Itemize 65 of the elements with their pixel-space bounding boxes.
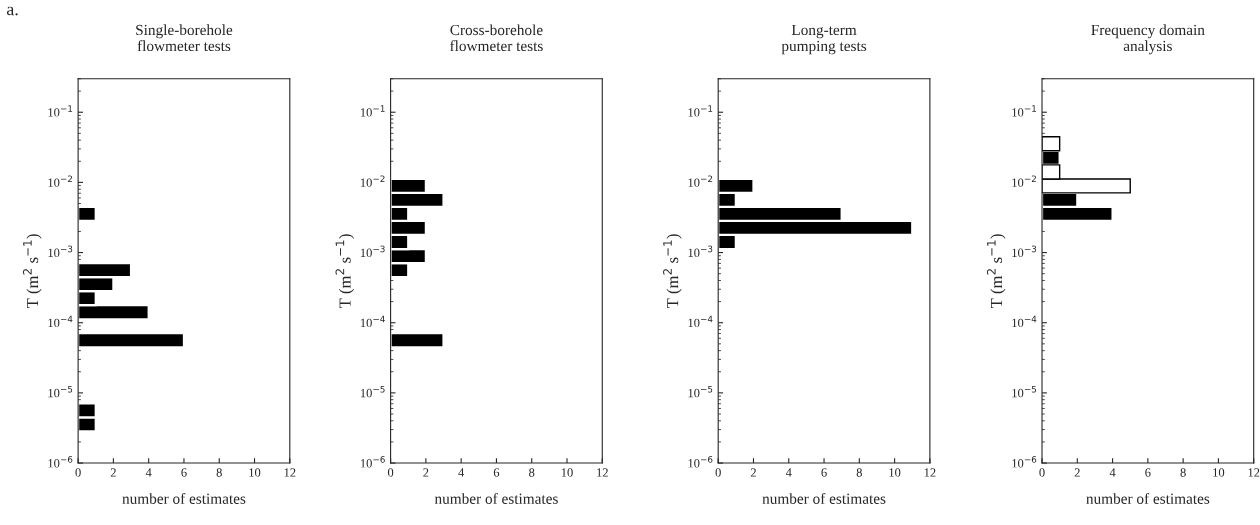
x-tick-label: 8: [1180, 468, 1186, 477]
y-tick-label: 10$^{−4}$: [688, 315, 713, 328]
y-tick-label: 10$^{−2}$: [688, 175, 713, 187]
x-tick-label: 8: [529, 468, 535, 477]
x-tick-label: 6: [181, 468, 187, 477]
x-tick-label: 2: [750, 468, 756, 477]
x-tick-label: 0: [387, 468, 394, 477]
y-tick-label: 10$^{−4}$: [1012, 315, 1037, 328]
x-tick-label: 4: [145, 468, 152, 477]
y-tick-label: 10$^{−2}$: [1012, 175, 1036, 187]
y-tick-label: 10$^{−6}$: [360, 456, 385, 468]
x-tick-label: 2: [423, 468, 429, 477]
x-tick-label: 8: [856, 468, 862, 477]
y-tick-label: 10$^{−4}$: [360, 315, 385, 328]
x-axis-title: number of estimates: [762, 492, 886, 504]
y-tick-label: 10$^{−6}$: [48, 456, 73, 468]
y-tick-label: 10$^{−1}$: [688, 105, 713, 117]
y-axis-title: T (m$^{2}$ s$^{−1}$): [663, 234, 682, 309]
y-tick-label: 10$^{−4}$: [48, 315, 73, 328]
chart-title: Frequency domain analysis: [1091, 24, 1205, 55]
x-tick-label: 12: [1248, 468, 1260, 477]
x-tick-label: 4: [1109, 468, 1116, 477]
y-axis-title: T (m$^{2}$ s$^{−1}$): [335, 234, 355, 309]
y-tick-label: 10$^{−5}$: [688, 385, 713, 398]
x-tick-label: 12: [924, 468, 936, 477]
y-tick-label: 10$^{−3}$: [1012, 245, 1037, 257]
y-tick-label: 10$^{−6}$: [688, 456, 713, 468]
x-tick-label: 6: [821, 468, 827, 477]
x-tick-label: 0: [715, 468, 721, 477]
y-tick-label: 10$^{−3}$: [360, 245, 385, 257]
y-tick-label: 10$^{−3}$: [48, 245, 73, 257]
x-tick-label: 12: [284, 468, 296, 477]
y-tick-label: 10$^{−5}$: [1012, 385, 1037, 398]
text: a.: [6, 6, 18, 16]
x-axis-title: number of estimates: [1086, 492, 1210, 504]
y-tick-label: 10$^{−3}$: [688, 245, 713, 257]
y-tick-label: 10$^{−1}$: [48, 105, 73, 117]
x-tick-label: 10: [561, 468, 573, 477]
chart-title: Long-term pumping tests: [781, 24, 867, 55]
x-tick-label: 4: [458, 468, 465, 477]
x-tick-label: 2: [110, 468, 116, 477]
x-tick-label: 4: [785, 468, 792, 477]
y-tick-label: 10$^{−2}$: [48, 175, 73, 187]
x-axis-title: number of estimates: [434, 492, 558, 504]
x-tick-label: 2: [1074, 468, 1080, 477]
x-tick-label: 6: [493, 468, 500, 477]
y-tick-label: 10$^{−6}$: [1012, 456, 1037, 468]
y-axis-title: T (m$^{2}$ s$^{−1}$): [23, 234, 42, 309]
x-tick-label: 10: [889, 468, 901, 477]
x-tick-label: 6: [1145, 468, 1151, 477]
y-tick-label: 10$^{−2}$: [360, 175, 385, 187]
y-tick-label: 10$^{−1}$: [360, 105, 385, 117]
chart-title: Single-borehole flowmeter tests: [136, 24, 233, 52]
y-axis-title: T (m$^{2}$ s$^{−1}$): [986, 234, 1006, 309]
x-tick-label: 0: [75, 468, 81, 477]
y-tick-label: 10$^{−1}$: [1012, 105, 1036, 117]
x-tick-label: 0: [1039, 468, 1045, 477]
x-tick-label: 10: [1213, 468, 1225, 477]
y-tick-label: 10$^{−5}$: [360, 385, 385, 398]
x-tick-label: 8: [216, 468, 222, 477]
x-tick-label: 10: [249, 468, 261, 477]
x-axis-title: number of estimates: [122, 492, 246, 504]
x-tick-label: 12: [597, 468, 608, 477]
y-tick-label: 10$^{−5}$: [48, 385, 73, 398]
chart-title: Cross-borehole flowmeter tests: [450, 24, 543, 52]
